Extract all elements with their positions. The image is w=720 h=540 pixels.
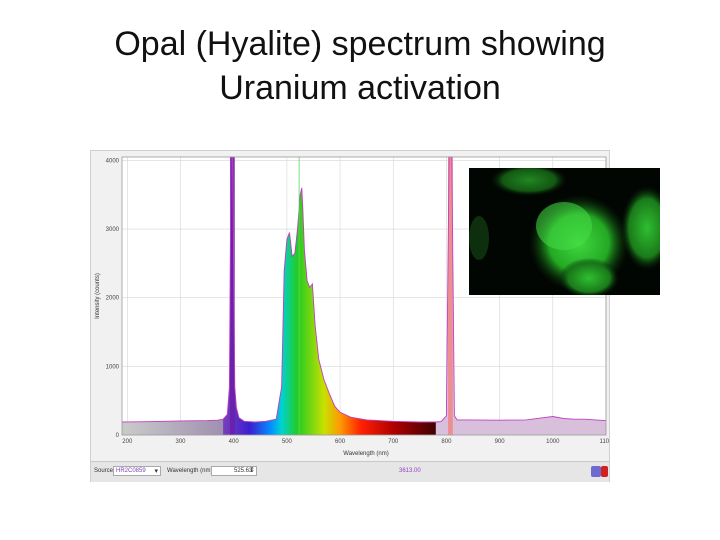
- y-tick-label: 3000: [106, 227, 120, 233]
- spectrum-area-uv: [122, 419, 224, 435]
- chevron-down-icon: ▾: [154, 468, 158, 475]
- spectrum-line: [121, 156, 607, 423]
- source-label: Source:: [94, 468, 115, 474]
- x-tick-label: 1000: [546, 439, 560, 445]
- y-tick-label: 0: [116, 433, 120, 439]
- x-tick-label: 900: [495, 439, 506, 445]
- x-tick-label: 800: [441, 439, 452, 445]
- x-tick-label: 200: [122, 439, 133, 445]
- status-bar: Source: HR2C0859 ▾ Wavelength (nm): 525.…: [91, 461, 609, 482]
- x-tick-label: 400: [229, 439, 240, 445]
- fluorescence-photo: [469, 168, 660, 295]
- x-tick-label: 600: [335, 439, 346, 445]
- source-value: HR2C0859: [116, 468, 146, 474]
- spectrum-fill: [122, 157, 606, 435]
- laser-peak-band: [229, 157, 235, 435]
- x-tick-label: 700: [388, 439, 399, 445]
- intensity-readout: 3613.00: [399, 468, 421, 474]
- peak-tool-icon[interactable]: [591, 466, 601, 477]
- green-fluorescence-photo-icon: [469, 168, 660, 295]
- record-icon[interactable]: [601, 466, 608, 477]
- reference-peak-band: [448, 157, 453, 435]
- y-tick-label: 1000: [106, 364, 120, 370]
- plot-frame: [121, 156, 607, 436]
- wavelength-label: Wavelength (nm):: [167, 468, 215, 474]
- y-axis-label: Intensity (counts): [95, 273, 101, 319]
- y-tick-label: 4000: [106, 158, 120, 164]
- stepper-icon[interactable]: ⇕: [249, 467, 255, 474]
- wavelength-field[interactable]: 525.63 ⇕: [211, 466, 257, 476]
- x-axis-label: Wavelength (nm): [343, 451, 388, 457]
- slide-title: Opal (Hyalite) spectrum showing Uranium …: [40, 22, 680, 110]
- slide-title-line1: Opal (Hyalite) spectrum showing: [114, 25, 606, 63]
- wavelength-value: 525.63: [234, 468, 253, 474]
- x-tick-label: 300: [175, 439, 186, 445]
- spectrum-lines: [121, 156, 607, 435]
- x-tick-label: 500: [282, 439, 293, 445]
- source-select[interactable]: HR2C0859 ▾: [113, 466, 161, 476]
- y-tick-label: 2000: [106, 296, 120, 302]
- slide-title-line2: Uranium activation: [219, 69, 501, 107]
